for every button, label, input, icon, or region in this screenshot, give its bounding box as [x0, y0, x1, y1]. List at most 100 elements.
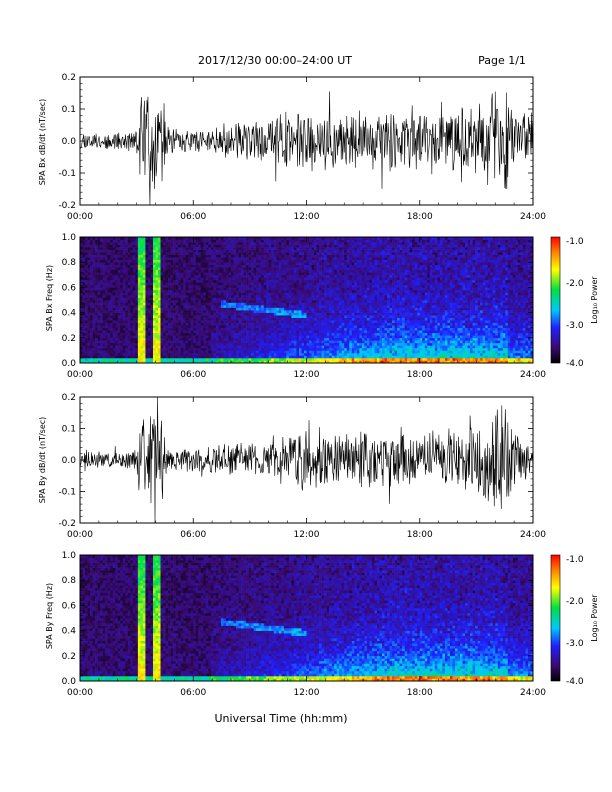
spectrogram-cell — [92, 264, 96, 268]
spectrogram-cell — [115, 267, 119, 271]
spectrogram-cell — [319, 242, 322, 245]
spectrogram-cell — [175, 257, 179, 260]
spectrogram-cell — [195, 269, 199, 273]
spectrogram-cell — [243, 272, 247, 276]
spectrogram-cell — [251, 347, 254, 351]
spectrogram-cell — [283, 242, 287, 245]
spectrogram-cell — [125, 357, 129, 361]
spectrogram-cell — [208, 317, 212, 321]
spectrogram-cell — [80, 342, 83, 346]
spectrogram-cell — [321, 325, 325, 329]
spectrogram-cell — [90, 332, 93, 336]
spectrogram-cell — [309, 305, 312, 308]
spectrogram-cell — [213, 340, 217, 344]
spectrogram-cell — [183, 247, 186, 250]
spectrogram-cell — [291, 342, 295, 346]
spectrogram-cell — [268, 352, 272, 356]
spectrogram-cell — [210, 305, 214, 308]
spectrogram-cell — [278, 312, 282, 316]
spectrogram-cell — [298, 242, 302, 245]
spectrogram-cell — [105, 287, 108, 291]
spectrogram-cell — [203, 267, 207, 271]
spectrogram-cell — [251, 330, 254, 334]
spectrogram-cell — [160, 307, 164, 311]
spectrogram-cell — [241, 237, 244, 240]
spectrogram-cell — [127, 294, 131, 298]
spectrogram-cell — [220, 237, 224, 240]
spectrogram-cell — [231, 282, 234, 286]
spectrogram-cell — [137, 279, 141, 283]
spectrogram-cell — [283, 357, 287, 361]
spectrogram-cell — [220, 300, 224, 303]
spectrogram-cell — [170, 262, 174, 266]
spectrogram-cell — [152, 322, 156, 326]
spectrogram-cell — [97, 264, 101, 268]
spectrogram-cell — [261, 322, 265, 326]
spectrogram-cell — [127, 317, 131, 321]
spectrogram-cell — [80, 302, 83, 306]
spectrogram-cell — [195, 287, 199, 291]
spectrogram-cell — [288, 360, 292, 364]
spectrogram-cell — [82, 302, 86, 306]
spectrogram-cell — [178, 360, 181, 364]
spectrogram-cell — [218, 264, 222, 268]
spectrogram-cell — [236, 279, 239, 283]
spectrogram-cell — [306, 247, 310, 250]
spectrogram-cell — [105, 327, 108, 331]
spectrogram-cell — [152, 264, 156, 268]
spectrogram-cell — [231, 279, 234, 283]
spectrogram-cell — [236, 325, 239, 329]
spectrogram-cell — [82, 342, 86, 346]
spectrogram-cell — [120, 292, 124, 296]
spectrogram-cell — [271, 310, 275, 313]
spectrogram-cell — [324, 269, 327, 273]
spectrogram-cell — [110, 297, 114, 301]
spectrogram-cell — [175, 302, 179, 306]
spectrogram-cell — [168, 287, 171, 291]
spectrogram-cell — [248, 267, 252, 271]
spectrogram-cell — [231, 242, 234, 245]
spectrogram-cell — [314, 284, 317, 288]
spectrogram-cell — [102, 350, 106, 354]
spectrogram-cell — [303, 289, 307, 293]
spectrogram-cell — [183, 249, 186, 253]
spectrogram-cell — [198, 317, 202, 321]
spectrogram-cell — [213, 279, 217, 283]
spectrogram-cell — [311, 360, 315, 364]
spectrogram-cell — [140, 274, 144, 278]
spectrogram-cell — [231, 300, 234, 303]
spectrogram-cell — [261, 287, 265, 291]
spectrogram-cell — [324, 282, 327, 286]
spectrogram-cell — [195, 297, 199, 301]
spectrogram-cell — [185, 257, 189, 260]
spectrogram-cell — [107, 322, 111, 326]
spectrogram-cell — [100, 317, 103, 321]
spectrogram-cell — [155, 305, 159, 308]
spectrogram-cell — [319, 279, 322, 283]
spectrogram-cell — [288, 327, 292, 331]
spectrogram-cell — [298, 312, 302, 316]
spectrogram-cell — [178, 347, 181, 351]
spectrogram-cell — [125, 337, 129, 341]
spectrogram-cell — [314, 340, 317, 344]
spectrogram-cell — [115, 327, 119, 331]
spectrogram-cell — [152, 287, 156, 291]
spectrogram-cell — [112, 312, 116, 316]
spectrogram-cell — [80, 335, 83, 339]
spectrogram-cell — [309, 320, 312, 323]
spectrogram-cell — [309, 257, 312, 260]
spectrogram-cell — [170, 325, 174, 329]
spectrogram-cell — [268, 307, 272, 311]
spectrogram-cell — [87, 320, 91, 323]
spectrogram-cell — [243, 317, 247, 321]
spectrogram-cell — [283, 360, 287, 364]
spectrogram-cell — [190, 317, 194, 321]
spectrogram-cell — [147, 274, 151, 278]
spectrogram-cell — [261, 292, 265, 296]
spectrogram-cell — [178, 289, 181, 293]
spectrogram-cell — [198, 352, 202, 356]
spectrogram-cell — [107, 267, 111, 271]
spectrogram-cell — [198, 322, 202, 326]
spectrogram-cell — [324, 249, 327, 253]
spectrogram-cell — [155, 297, 159, 301]
